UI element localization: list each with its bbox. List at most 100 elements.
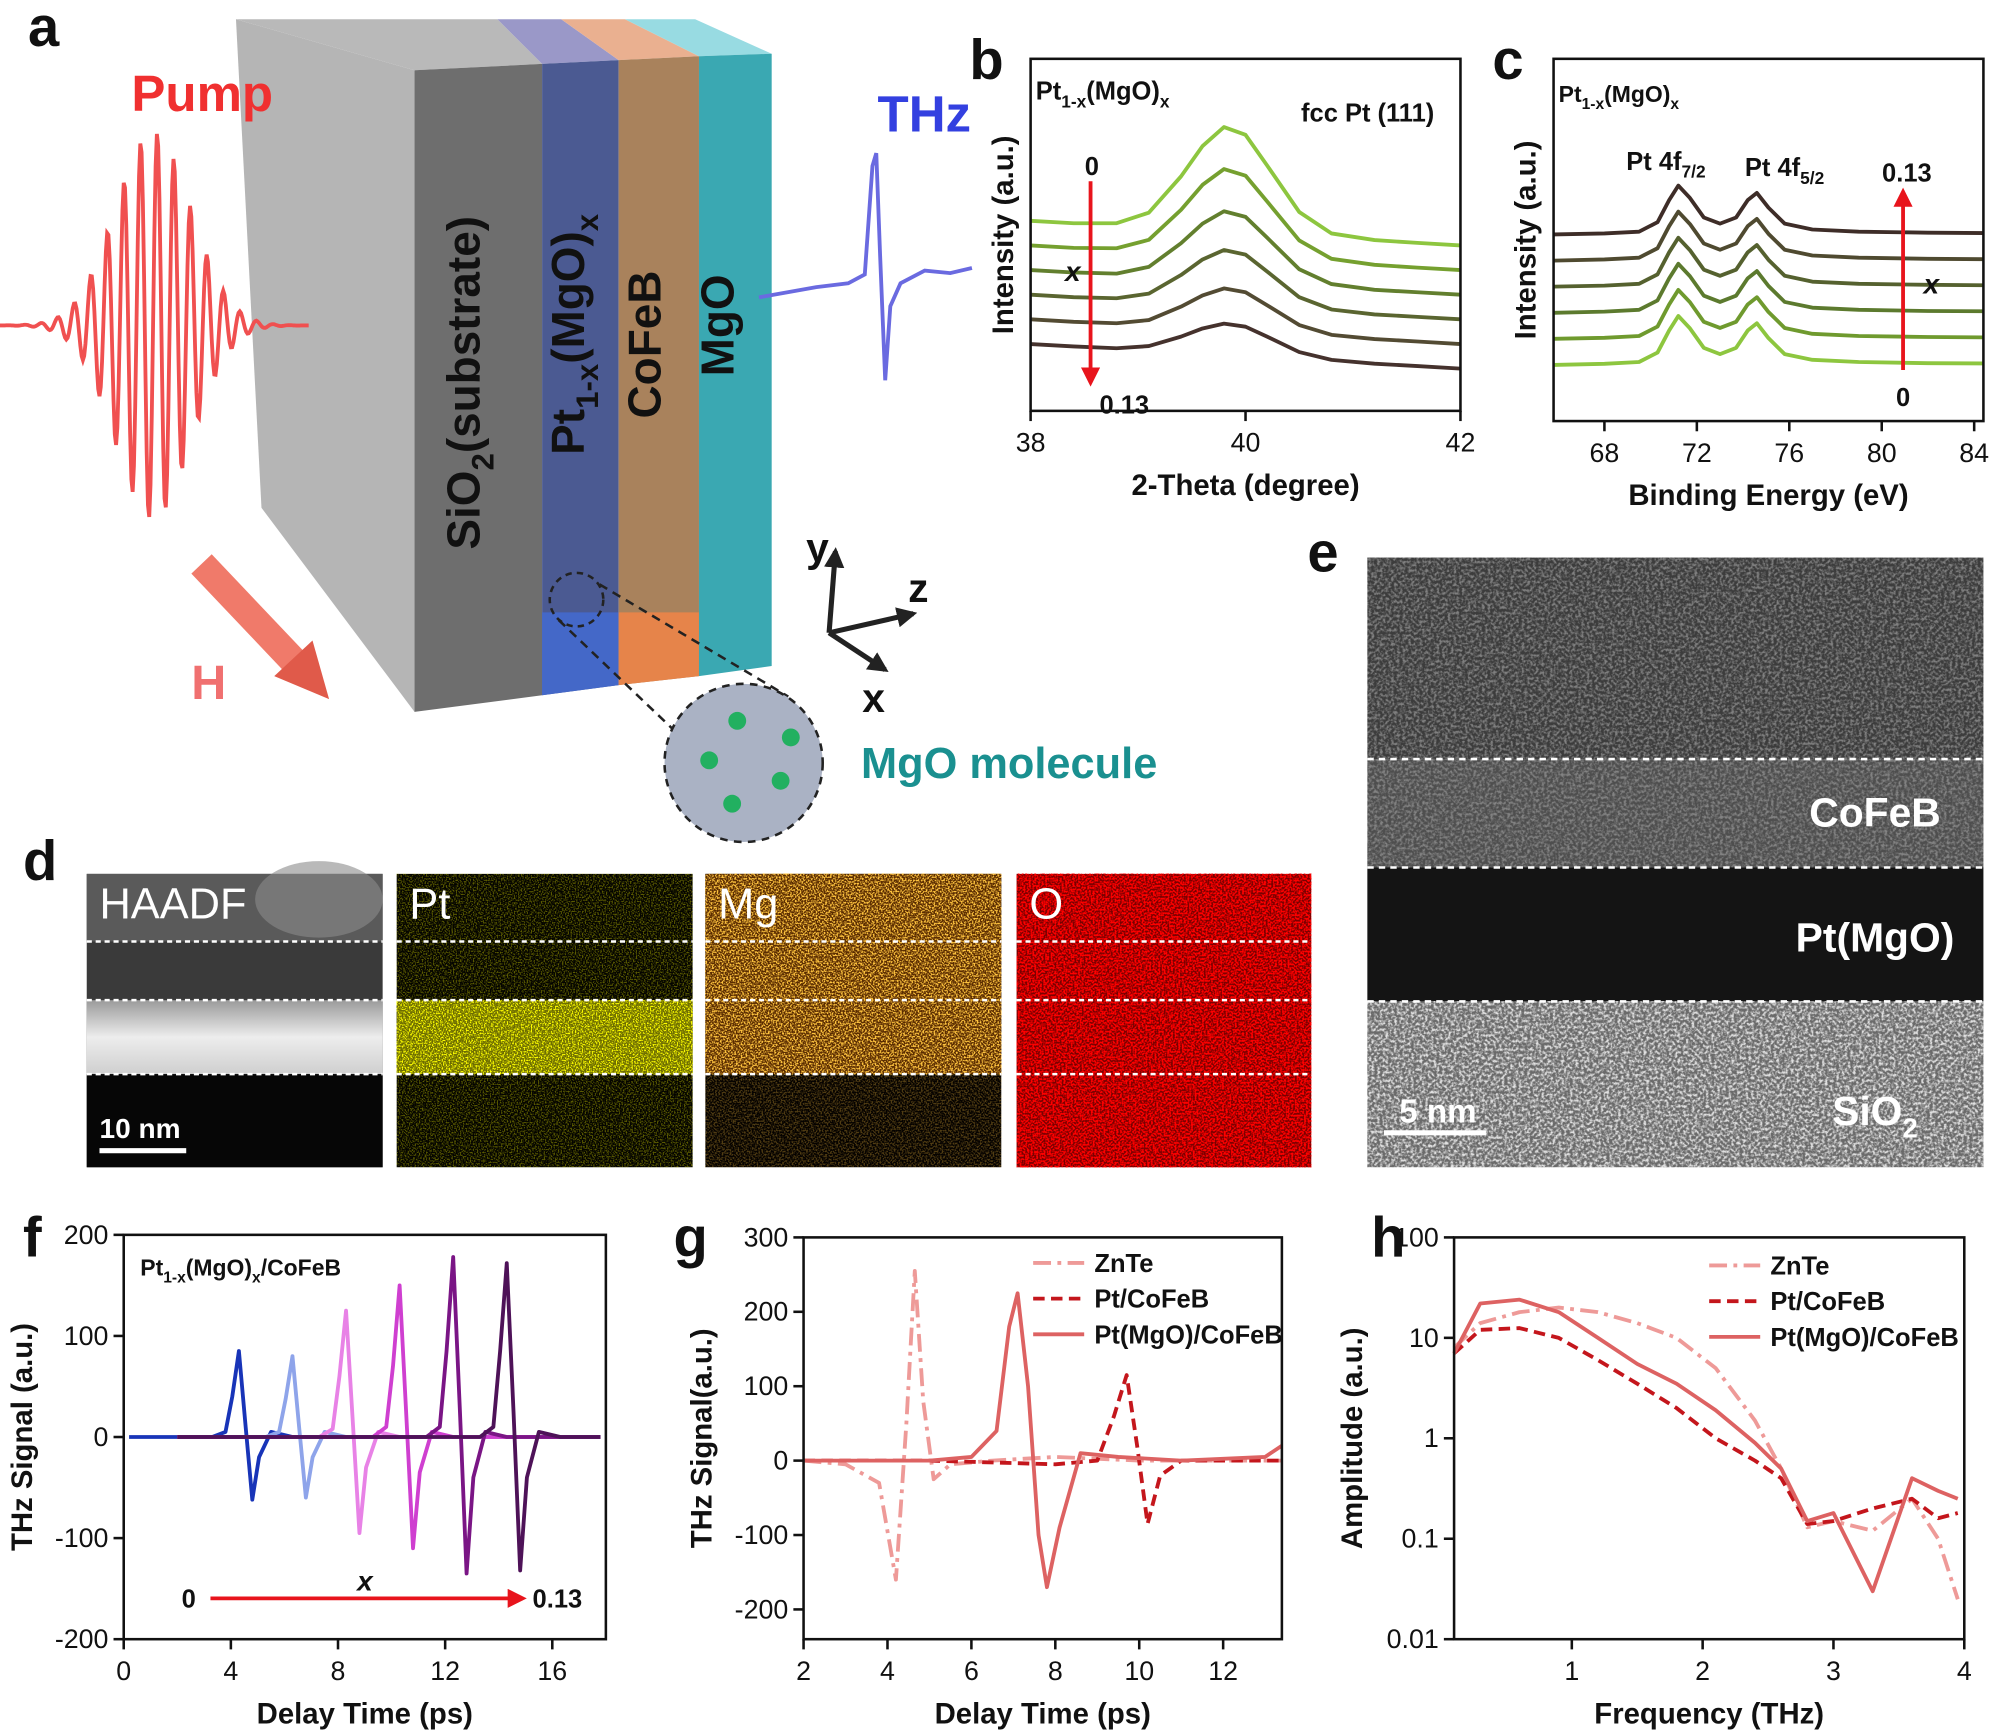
zoom-line (557, 619, 675, 731)
molecule-inset (663, 682, 824, 844)
y-tick-label: 200 (744, 1297, 789, 1327)
x-tick-label: 40 (1231, 428, 1261, 458)
field-arrow-shaft (191, 554, 307, 674)
data-line (1030, 248, 1461, 322)
x-axis-label: Delay Time (ps) (257, 1697, 473, 1730)
chart-title-part: /CoFeB (261, 1255, 341, 1281)
axis-x (827, 630, 889, 673)
pt-band-specks (396, 1000, 693, 1075)
pt-front (542, 60, 619, 696)
y-axis-label: THz Signal (a.u.) (6, 1323, 39, 1551)
arrow-variable: x (355, 1566, 374, 1597)
panel-label: d (23, 829, 57, 892)
y-axis-label: Intensity (a.u.) (987, 135, 1020, 334)
layer-label-part: Pt (542, 409, 594, 455)
panel-label: h (1371, 1206, 1405, 1269)
x-axis-label: Delay Time (ps) (935, 1697, 1151, 1730)
peak-label-part: Pt 4f (1626, 148, 1682, 176)
legend-label: ZnTe (1770, 1252, 1829, 1280)
peak-label: fcc Pt (111) (1301, 99, 1434, 127)
arrow-end-label: 0.13 (1099, 391, 1149, 419)
data-line (803, 1291, 1283, 1590)
data-line (1553, 314, 1984, 367)
panel-label: f (23, 1206, 42, 1269)
haadf-blob (255, 861, 383, 938)
axis-z (828, 607, 918, 636)
legend-label: Pt/CoFeB (1094, 1286, 1209, 1314)
chart: 38 40 42 2-Theta (degree) Intensity (a.u.) Pt… (987, 57, 1476, 502)
arrow-variable: x (1063, 256, 1082, 287)
y-tick-label: 0.01 (1387, 1624, 1439, 1654)
data-line (1452, 1297, 1959, 1594)
layer-label-part: x (570, 213, 605, 231)
arrow-start-label: 0 (1085, 153, 1099, 181)
y-tick-label: 200 (64, 1220, 109, 1250)
x-tick-label: 10 (1124, 1656, 1154, 1686)
chart: 2 4 6 8 10 12 -200 -100 0 100 200 300 Delay Time (ps… (686, 1222, 1284, 1730)
mg-specks (705, 873, 1002, 1075)
data-line (803, 1373, 1282, 1526)
layer-label-part: CoFeB (1809, 790, 1940, 836)
legend-label: Pt(MgO)/CoFeB (1094, 1321, 1282, 1349)
x-tick-label: 4 (1957, 1656, 1972, 1686)
arrow-end-label: 0.13 (533, 1585, 583, 1613)
x-tick-label: 3 (1826, 1656, 1841, 1686)
scale-bar-label: 5 nm (1399, 1094, 1476, 1131)
tem-noise (1367, 759, 1984, 868)
eds-maps: 10 nm HAADF Pt Mg O (86, 861, 1312, 1168)
x-tick-label: 84 (1959, 438, 1989, 468)
plot-frame (1552, 57, 1985, 423)
y-tick-label: 100 (1394, 1222, 1439, 1252)
chart-title: Pt1-x(MgO)x/CoFeB (140, 1255, 341, 1287)
cofeb-front-lower (618, 612, 699, 686)
molecule-dot (728, 711, 747, 730)
mgo-front (698, 53, 772, 677)
molecule-dot (700, 751, 719, 770)
peak-label-part: fcc Pt (111) (1301, 99, 1434, 127)
y-tick-label: 100 (64, 1321, 109, 1351)
cofeb-front (618, 56, 699, 686)
molecule-dot (723, 794, 742, 813)
data-line (177, 1283, 601, 1551)
data-line (1452, 1326, 1959, 1526)
layer-label: SiO2 (1832, 1088, 1918, 1143)
zoom-circle (548, 571, 605, 628)
y-tick-label: 300 (744, 1222, 789, 1252)
scale-bar-label: 10 nm (99, 1113, 180, 1144)
cofeb-top (561, 19, 699, 61)
haadf-band (86, 1000, 383, 1075)
x-tick-label: 76 (1774, 438, 1804, 468)
x-axis-label: 2-Theta (degree) (1131, 469, 1359, 502)
panel-label: e (1307, 521, 1338, 584)
map-label: Pt (409, 881, 450, 929)
molecule-dot (781, 728, 800, 747)
x-tick-label: 16 (537, 1656, 567, 1686)
data-line (1030, 125, 1461, 248)
chart-title-part: 1-x (1061, 91, 1086, 111)
layer-label-part: MgO (691, 274, 743, 376)
tem-image: 5 nm CoFeB Pt(MgO) SiO2 (1367, 557, 1984, 1168)
y-axis-label: Amplitude (a.u.) (1336, 1327, 1369, 1549)
chart-title: Pt1-x(MgO)x (1036, 78, 1170, 112)
schematic: Pump THz H y z x MgO molecule (0, 19, 1157, 844)
legend-label: Pt/CoFeB (1770, 1288, 1885, 1316)
y-tick-label: 100 (744, 1371, 789, 1401)
chart: 0 4 8 12 16 -200 -100 0 100 200 Delay Time (ps) THz… (6, 1220, 608, 1730)
x-tick-label: 72 (1682, 438, 1712, 468)
layer-label-part: 2 (1902, 1112, 1917, 1143)
y-tick-label: 0 (94, 1422, 109, 1452)
thz-label: THz (878, 86, 972, 143)
data-line (1030, 209, 1461, 297)
x-tick-label: 4 (223, 1656, 238, 1686)
x-tick-label: 12 (430, 1656, 460, 1686)
peak-label: Pt 4f5/2 (1745, 154, 1824, 188)
panel-label: a (28, 0, 60, 58)
x-tick-label: 2 (1695, 1656, 1710, 1686)
peak-label: Pt 4f7/2 (1626, 148, 1705, 182)
axis-label: x (862, 675, 885, 721)
chart-title-part: x (252, 1270, 261, 1287)
x-tick-label: 42 (1446, 428, 1476, 458)
layer-label-part: SiO (1832, 1088, 1902, 1134)
